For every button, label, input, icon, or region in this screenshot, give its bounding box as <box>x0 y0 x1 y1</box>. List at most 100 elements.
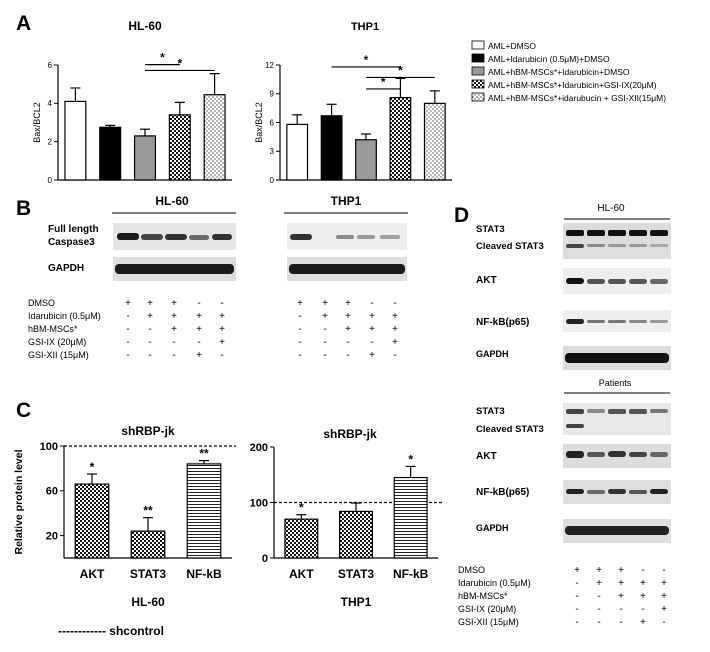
legend-swatch-check <box>471 79 485 89</box>
treatment-sign: + <box>661 591 667 602</box>
treatment-sign: + <box>369 324 375 335</box>
treatment-sign: - <box>370 298 373 309</box>
significance-star: * <box>177 56 182 70</box>
y-tick-label: 4 <box>48 99 53 108</box>
panel-label-c: C <box>16 399 31 422</box>
chart-title: HL-60 <box>128 19 162 33</box>
treatment-label: DMSO <box>28 298 55 308</box>
panel-label-b: B <box>16 197 31 220</box>
y-axis-label: Bax/BCL2 <box>32 102 42 143</box>
y-tick-label: 0 <box>262 553 268 565</box>
panel-b-signs-thp1: + + + - - - + + + + - - + + + - - - - + - - - + - <box>297 298 398 361</box>
panel-b-gapdh-label: GAPDH <box>48 263 84 274</box>
category-label: NF-kB <box>186 567 222 581</box>
legend-swatch-black <box>471 53 485 63</box>
y-tick-label: 100 <box>40 441 58 453</box>
significance-star: * <box>364 53 369 67</box>
treatment-sign: - <box>148 337 151 348</box>
panel-d-label-cleaved: Cleaved STAT3 <box>476 241 544 252</box>
panel-d-title-patients: Patients <box>599 378 632 388</box>
chart-a-hl60: HL-60 0 2 4 6 Bax/BCL2 * * <box>32 19 232 185</box>
treatment-sign: - <box>597 617 600 628</box>
treatment-sign: + <box>640 617 646 628</box>
significance-star: ** <box>199 447 209 461</box>
y-tick-label: 2 <box>48 137 53 146</box>
blot-b-thp1-gapdh <box>287 257 407 281</box>
treatment-sign: + <box>125 298 131 309</box>
panel-b-title-hl60: HL-60 <box>155 194 189 208</box>
y-tick-label: 9 <box>270 90 275 99</box>
y-tick-label: 0 <box>48 176 53 185</box>
panel-d-label-nfkb: NF-kB(p65) <box>476 487 529 498</box>
treatment-sign: - <box>575 617 578 628</box>
treatment-sign: - <box>126 350 129 361</box>
treatment-sign: - <box>298 311 301 322</box>
blot-b-thp1-caspase3 <box>287 223 407 250</box>
treatment-sign: + <box>618 578 624 589</box>
panel-a-legend: AML+DMSO AML+Idarubicin (0.5μM)+DMSO AML… <box>471 40 666 103</box>
significance-star: * <box>408 452 413 466</box>
bar <box>64 100 87 181</box>
treatment-sign: + <box>219 311 225 322</box>
treatment-sign: - <box>346 337 349 348</box>
bar <box>355 139 377 181</box>
treatment-sign: - <box>323 337 326 348</box>
treatment-sign: - <box>575 578 578 589</box>
treatment-sign: - <box>298 324 301 335</box>
treatment-label: Idarubicin (0.5μM) <box>458 578 531 588</box>
chart-title: shRBP-jk <box>121 424 175 438</box>
treatment-sign: - <box>346 350 349 361</box>
treatment-sign: - <box>575 604 578 615</box>
treatment-sign: + <box>596 578 602 589</box>
y-tick-label: 60 <box>46 486 58 498</box>
bar <box>389 96 412 181</box>
treatment-sign: - <box>641 604 644 615</box>
treatment-sign: + <box>171 324 177 335</box>
treatment-label: GSI-XII (15μM) <box>458 617 519 627</box>
y-tick-label: 6 <box>48 61 53 70</box>
panel-c-shcontrol-legend: ------------ shcontrol <box>58 624 164 638</box>
bar <box>168 114 191 181</box>
significance-star: * <box>160 51 165 65</box>
bar <box>99 126 122 181</box>
panel-d-label-akt: AKT <box>476 451 497 462</box>
y-tick-label: 6 <box>270 118 275 127</box>
bar <box>74 483 110 559</box>
y-tick-label: 100 <box>250 497 268 509</box>
significance-star: * <box>90 460 95 474</box>
legend-label: AML+hBM-MSCs*+Idarubicin+DMSO <box>488 67 630 77</box>
chart-c-thp1: shRBP-jk 0 100 200 * AKT STAT3 * NF-kB THP1 <box>250 427 442 609</box>
y-axis-label: Bax/BCL2 <box>254 102 264 143</box>
panel-label-a: A <box>16 12 31 35</box>
y-tick-label: 12 <box>265 61 274 70</box>
panel-b-caspase-label: Full length <box>48 224 99 235</box>
treatment-sign: + <box>196 311 202 322</box>
bar <box>186 463 222 559</box>
blot-d-patients-nfkb <box>563 480 671 504</box>
treatment-sign: + <box>618 591 624 602</box>
treatment-sign: + <box>196 350 202 361</box>
panel-b-treatment-labels: DMSO Idarubicin (0.5μM) hBM-MSCs* GSI-IX (2… <box>28 298 101 360</box>
treatment-sign: + <box>596 565 602 576</box>
treatment-sign: - <box>126 337 129 348</box>
bar <box>284 518 319 559</box>
treatment-sign: - <box>597 591 600 602</box>
blot-d-hl60-stat3 <box>563 223 671 259</box>
treatment-sign: + <box>392 337 398 348</box>
treatment-sign: - <box>298 350 301 361</box>
panel-d-label-stat3: STAT3 <box>476 406 505 417</box>
category-label: STAT3 <box>338 567 375 581</box>
x-axis-label: HL-60 <box>131 595 165 609</box>
bar <box>130 530 166 559</box>
blot-d-hl60-nfkb <box>563 310 671 332</box>
treatment-sign: + <box>369 311 375 322</box>
blot-d-patients-stat3 <box>563 403 671 435</box>
treatment-sign: + <box>147 311 153 322</box>
treatment-label: hBM-MSCs* <box>458 591 508 601</box>
panel-d-label-cleaved: Cleaved STAT3 <box>476 424 544 435</box>
treatment-sign: - <box>641 565 644 576</box>
treatment-sign: - <box>662 617 665 628</box>
treatment-sign: + <box>147 298 153 309</box>
panel-b-title-thp1: THP1 <box>331 194 362 208</box>
panel-d-treatment-labels: DMSO Idarubicin (0.5μM) hBM-MSCs* GSI-IX (2… <box>458 565 531 627</box>
